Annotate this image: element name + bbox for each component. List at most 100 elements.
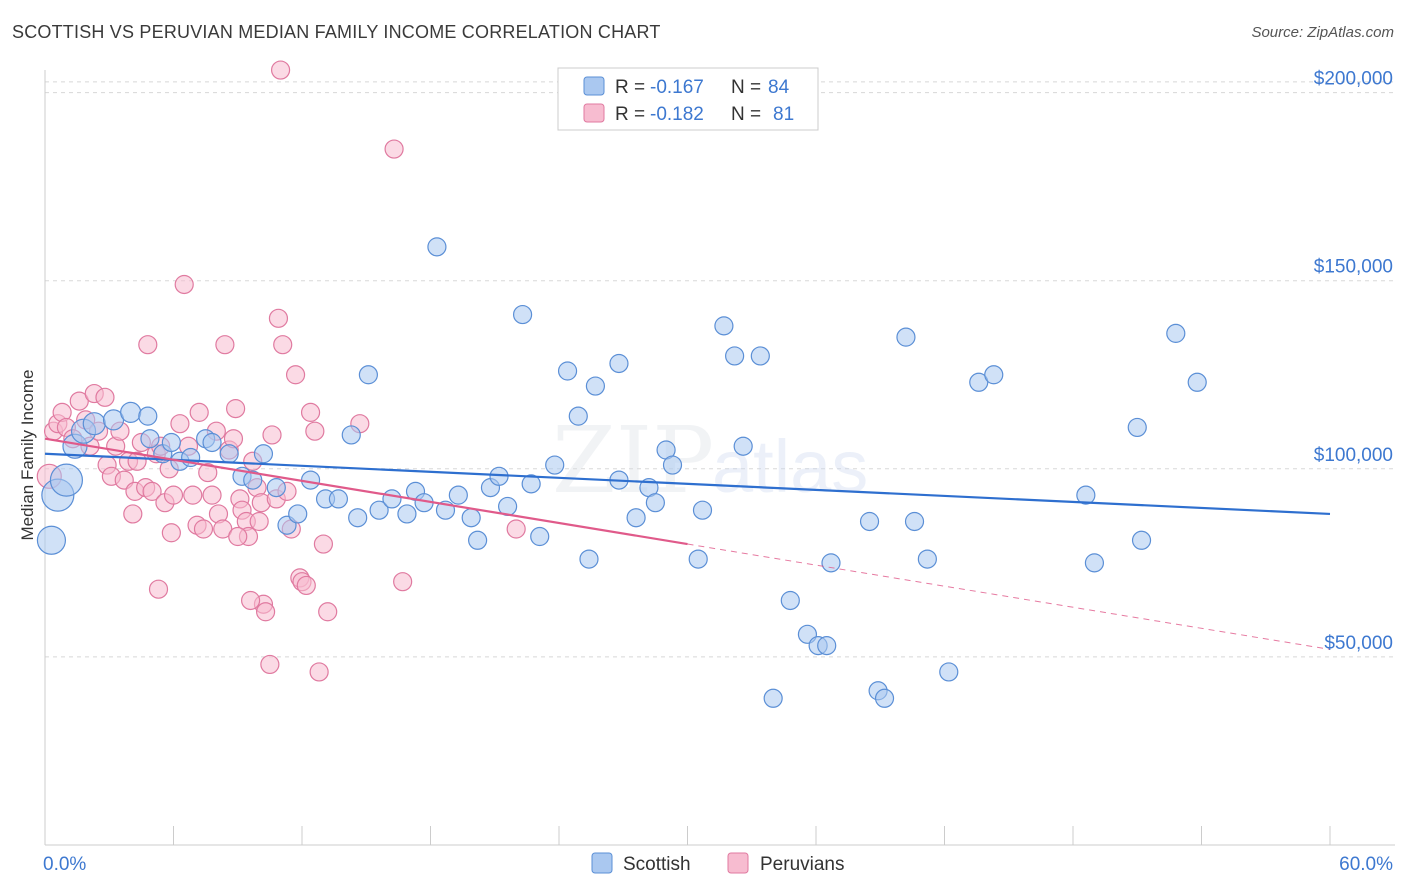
scottish-point (904, 511, 925, 532)
scottish-point (253, 444, 274, 464)
peruvian-point (268, 308, 289, 328)
peruvian-point (183, 485, 203, 505)
legend-bottom-scottish: Scottish (623, 854, 691, 875)
peruvian-point (163, 485, 184, 505)
scottish-point (984, 365, 1004, 385)
watermark-atlas: atlas (712, 425, 868, 508)
legend-r-label-scottish: R = (615, 77, 645, 98)
x-tick-label: 60.0% (1339, 854, 1393, 875)
scottish-point (763, 688, 783, 708)
peruvian-point (313, 534, 334, 554)
peruvian-point (249, 511, 269, 532)
peruvian-trend-line (44, 437, 688, 546)
legend-n-label-scottish: N = (731, 77, 761, 98)
scottish-point (609, 353, 629, 374)
scottish-point (82, 412, 106, 436)
peruvian-point (69, 391, 89, 411)
legend-bottom-swatch-scottish (591, 852, 613, 874)
scottish-point (1127, 417, 1147, 438)
peruvian-point (193, 519, 214, 539)
peruvian-point (285, 365, 306, 385)
scottish-point (557, 361, 578, 381)
axes (44, 70, 1395, 846)
scottish-point (369, 500, 389, 520)
legend-n-value-peruvians: 81 (773, 104, 794, 125)
scottish-point (917, 549, 937, 569)
scottish-point (300, 470, 321, 490)
peruvian-point (189, 402, 209, 422)
legend-swatch-peruvians (583, 103, 605, 123)
scottish-point (939, 662, 959, 682)
peruvian-point (270, 60, 291, 80)
y-tick-label: $150,000 (1314, 257, 1393, 278)
peruvian-point (215, 335, 235, 355)
scottish-point (585, 376, 606, 396)
scottish-point (140, 429, 160, 449)
scottish-point (358, 365, 378, 385)
legend-r-label-peruvians: R = (615, 104, 645, 125)
peruvian-point (95, 387, 115, 407)
peruvian-point (198, 462, 218, 483)
peruvian-point (296, 575, 316, 596)
y-tick-label: $200,000 (1314, 69, 1393, 90)
peruvian-point (148, 579, 169, 599)
scottish-point (780, 590, 800, 611)
scottish-point (714, 316, 734, 336)
scottish-point (1084, 553, 1105, 573)
scottish-point (662, 455, 683, 475)
peruvian-point (170, 414, 190, 434)
legend-bottom-swatch-peruvians (727, 852, 749, 874)
legend-bottom-peruvians: Peruvians (760, 854, 845, 875)
scottish-point (626, 508, 646, 528)
scottish-point (545, 455, 565, 475)
scottish-point (448, 485, 468, 505)
scottish-point (512, 304, 533, 325)
x-tick-labels: 0.0% 60.0% (43, 854, 1393, 875)
scottish-point (461, 508, 481, 528)
peruvian-point (228, 526, 248, 547)
scottish-point (427, 237, 447, 257)
scottish-point (530, 526, 550, 547)
scottish-point (969, 372, 989, 392)
peruvian-point (255, 602, 276, 622)
scottish-point (896, 327, 916, 347)
legend-bottom: Scottish Peruvians (591, 852, 845, 875)
legend-n-label-peruvians: N = (731, 104, 761, 125)
scottish-point (521, 474, 541, 494)
peruvian-point (300, 402, 321, 422)
scottish-point (382, 489, 402, 509)
peruvian-point (273, 335, 293, 355)
peruvian-point (213, 519, 233, 539)
scottish-point (120, 401, 142, 423)
scottish-point (219, 444, 239, 464)
scottish-point (243, 470, 263, 490)
legend-swatch-scottish (583, 76, 605, 96)
scottish-point (468, 530, 488, 550)
legend-top: R = -0.167 N = 84 R = -0.182 N = 81 (557, 67, 819, 131)
peruvian-point (241, 590, 261, 611)
peruvian-point (202, 485, 222, 505)
chart-title: SCOTTISH VS PERUVIAN MEDIAN FAMILY INCOM… (12, 22, 661, 42)
peruvian-point (161, 523, 181, 543)
scottish-point (821, 553, 841, 573)
gridlines (45, 81, 1395, 658)
peruvian-point (384, 139, 404, 159)
scottish-point (1076, 485, 1096, 505)
y-tick-label: $100,000 (1314, 445, 1393, 466)
source-note: Source: ZipAtlas.com (1251, 24, 1394, 41)
scottish-point (348, 508, 368, 528)
peruvian-point (123, 504, 143, 524)
peruvian-point (260, 654, 280, 675)
scottish-point (733, 436, 753, 456)
scottish-point (645, 493, 665, 513)
scottish-point (579, 549, 599, 569)
peruvian-point (318, 602, 338, 622)
scottish-point (692, 500, 713, 520)
scottish-point (266, 478, 286, 498)
legend-n-value-scottish: 84 (768, 77, 790, 98)
legend-r-value-peruvians: -0.182 (650, 104, 704, 125)
legend-r-value-scottish: -0.167 (650, 77, 704, 98)
watermark: ZIP atlas (552, 407, 868, 514)
scottish-point (568, 406, 588, 426)
scottish-point (138, 406, 158, 426)
